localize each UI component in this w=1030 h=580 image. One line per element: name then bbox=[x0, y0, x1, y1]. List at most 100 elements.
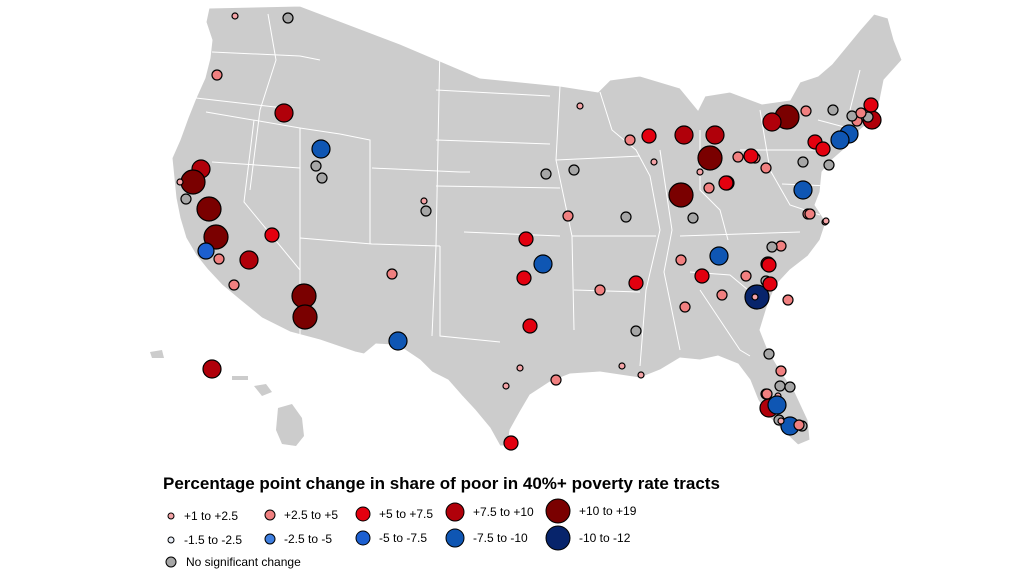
legend-item-inc3: +5 to +7.5 bbox=[355, 506, 433, 522]
legend-item-inc1: +1 to +2.5 bbox=[166, 509, 238, 523]
metro-marker-inc2 bbox=[804, 208, 816, 220]
metro-marker-inc2 bbox=[594, 284, 606, 296]
metro-marker-inc4 bbox=[202, 359, 222, 379]
metro-marker-nsc bbox=[687, 212, 699, 224]
legend-item-dec5: -10 to -12 bbox=[545, 525, 630, 551]
legend-title: Percentage point change in share of poor… bbox=[163, 474, 720, 493]
metro-marker-dec4 bbox=[830, 130, 850, 150]
metro-marker-nsc bbox=[630, 325, 642, 337]
metro-marker-inc2 bbox=[716, 289, 728, 301]
metro-marker-inc1 bbox=[618, 362, 626, 370]
legend-label-dec5: -10 to -12 bbox=[579, 531, 631, 545]
metro-marker-inc3 bbox=[761, 257, 777, 273]
metro-marker-inc1 bbox=[176, 178, 184, 186]
metro-marker-inc3 bbox=[641, 128, 657, 144]
metro-marker-dec4 bbox=[767, 395, 787, 415]
hawaii-island-molokai bbox=[232, 376, 248, 380]
metro-marker-inc5 bbox=[203, 224, 229, 250]
metro-marker-inc1 bbox=[822, 217, 830, 225]
legend-swatch-inc4 bbox=[445, 502, 465, 522]
metro-marker-inc5 bbox=[292, 304, 318, 330]
metro-marker-inc2 bbox=[228, 279, 240, 291]
us-land-outline bbox=[150, 5, 903, 447]
legend-item-nsc: No significant change bbox=[164, 555, 301, 569]
metro-marker-inc2 bbox=[760, 162, 772, 174]
metro-marker-inc3 bbox=[762, 276, 778, 292]
metro-marker-inc5 bbox=[196, 196, 222, 222]
hawaii-island-big bbox=[276, 404, 304, 446]
legend-swatch-nsc bbox=[165, 556, 177, 568]
metro-marker-inc3 bbox=[503, 435, 519, 451]
contiguous-us-shape bbox=[171, 5, 903, 447]
metro-marker-inc1 bbox=[502, 382, 510, 390]
metro-marker-inc1 bbox=[751, 293, 759, 301]
metro-marker-inc2 bbox=[855, 107, 867, 119]
legend-item-dec3: -5 to -7.5 bbox=[355, 530, 427, 546]
metro-marker-dec4 bbox=[533, 254, 553, 274]
legend-swatch-inc5 bbox=[545, 498, 571, 524]
metro-marker-inc2 bbox=[732, 151, 744, 163]
legend-swatch-inc1 bbox=[167, 512, 175, 520]
legend-label-inc3: +5 to +7.5 bbox=[379, 507, 434, 521]
metro-marker-nsc bbox=[316, 172, 328, 184]
metro-marker-inc2 bbox=[740, 270, 752, 282]
metro-marker-dec4 bbox=[793, 180, 813, 200]
metro-marker-inc5 bbox=[697, 145, 723, 171]
legend-item-inc4: +7.5 to +10 bbox=[445, 502, 534, 522]
metro-marker-inc2 bbox=[624, 134, 636, 146]
metro-marker-inc2 bbox=[761, 388, 773, 400]
markers-layer bbox=[176, 12, 882, 451]
metro-marker-nsc bbox=[797, 156, 809, 168]
metro-marker-nsc bbox=[823, 159, 835, 171]
metro-marker-inc2 bbox=[703, 182, 715, 194]
metro-marker-inc3 bbox=[718, 175, 734, 191]
legend-item-dec4: -7.5 to -10 bbox=[445, 528, 528, 548]
metro-marker-nsc bbox=[763, 348, 775, 360]
legend-item-dec1: -1.5 to -2.5 bbox=[166, 533, 242, 547]
metro-marker-inc4 bbox=[274, 103, 294, 123]
metro-marker-inc2 bbox=[675, 254, 687, 266]
metro-marker-inc2 bbox=[213, 253, 225, 265]
metro-marker-inc4 bbox=[705, 125, 725, 145]
metro-marker-inc2 bbox=[775, 365, 787, 377]
legend-item-inc2: +2.5 to +5 bbox=[264, 508, 338, 522]
metro-marker-nsc bbox=[568, 164, 580, 176]
metro-marker-dec4 bbox=[388, 331, 408, 351]
legend-swatch-inc2 bbox=[264, 509, 276, 521]
metro-marker-nsc bbox=[540, 168, 552, 180]
metro-marker-nsc bbox=[420, 205, 432, 217]
legend-swatch-dec3 bbox=[355, 530, 371, 546]
metro-marker-inc3 bbox=[815, 141, 831, 157]
metro-marker-inc3 bbox=[522, 318, 538, 334]
legend-swatch-dec4 bbox=[445, 528, 465, 548]
metro-marker-inc1 bbox=[231, 12, 239, 20]
legend-label-dec3: -5 to -7.5 bbox=[379, 531, 428, 545]
metro-marker-inc2 bbox=[211, 69, 223, 81]
legend-label-dec4: -7.5 to -10 bbox=[473, 531, 528, 545]
metro-marker-dec4 bbox=[311, 139, 331, 159]
legend-label-nsc: No significant change bbox=[186, 555, 301, 569]
metro-marker-inc4 bbox=[762, 112, 782, 132]
metro-marker-inc1 bbox=[696, 168, 704, 176]
legend-label-dec2: -2.5 to -5 bbox=[284, 532, 333, 546]
legend-label-inc1: +1 to +2.5 bbox=[184, 509, 239, 523]
metro-marker-inc3 bbox=[628, 275, 644, 291]
legend-label-inc4: +7.5 to +10 bbox=[473, 505, 534, 519]
metro-marker-nsc bbox=[784, 381, 796, 393]
metro-marker-inc3 bbox=[518, 231, 534, 247]
metro-marker-dec4 bbox=[709, 246, 729, 266]
metro-marker-inc3 bbox=[863, 97, 879, 113]
legend-item-inc5: +10 to +19 bbox=[545, 498, 636, 524]
legend-swatch-dec5 bbox=[545, 525, 571, 551]
legend-label-inc2: +2.5 to +5 bbox=[284, 508, 339, 522]
legend-swatch-inc3 bbox=[355, 506, 371, 522]
metro-marker-nsc bbox=[180, 193, 192, 205]
metro-marker-inc1 bbox=[420, 197, 428, 205]
legend-label-inc5: +10 to +19 bbox=[579, 504, 637, 518]
metro-marker-nsc bbox=[620, 211, 632, 223]
metro-marker-inc3 bbox=[694, 268, 710, 284]
metro-marker-inc4 bbox=[239, 250, 259, 270]
metro-marker-inc2 bbox=[679, 301, 691, 313]
metro-marker-inc2 bbox=[782, 294, 794, 306]
